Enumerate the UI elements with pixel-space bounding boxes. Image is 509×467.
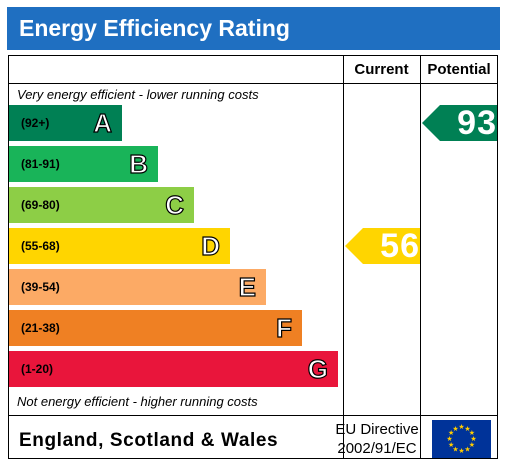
band-letter-label: B	[129, 148, 149, 179]
directive-line-1: EU Directive	[335, 421, 419, 438]
divider-potential	[420, 56, 421, 458]
divider-current	[343, 56, 344, 458]
eu-star-icon: ★	[458, 423, 464, 431]
band-letter-label: D	[201, 230, 221, 261]
band-range-label: (69-80)	[21, 198, 60, 212]
potential-rating-arrow: 93	[422, 105, 497, 141]
current-arrow-polygon	[345, 228, 420, 264]
band-letter-label: F	[276, 312, 293, 343]
title-text: Energy Efficiency Rating	[19, 15, 290, 41]
band-letter-label: E	[238, 271, 257, 302]
potential-rating-value: 93	[457, 105, 497, 141]
current-column-header: Current	[354, 61, 409, 78]
eu-star-icon: ★	[470, 435, 476, 443]
current-rating-value: 56	[380, 228, 420, 264]
band-f: (21-38) F	[9, 310, 302, 346]
band-range-label: (92+)	[21, 116, 50, 130]
band-range-label: (21-38)	[21, 321, 60, 335]
eu-star-icon: ★	[448, 429, 454, 437]
band-b: (81-91) B	[9, 146, 158, 182]
band-c: (69-80) C	[9, 187, 194, 223]
rating-chart: Current Potential Very energy efficient …	[8, 55, 498, 459]
directive-line-2: 2002/91/EC	[337, 440, 417, 457]
band-d: (55-68) D	[9, 228, 230, 264]
band-letter-label: A	[93, 107, 113, 138]
band-range-label: (39-54)	[21, 280, 60, 294]
footer-directive: EU Directive 2002/91/EC	[329, 420, 425, 458]
current-arrow-shape	[345, 228, 420, 264]
band-g: (1-20) G	[9, 351, 338, 387]
band-e: (39-54) E	[9, 269, 266, 305]
band-letter-label: G	[307, 353, 328, 384]
band-range-label: (81-91)	[21, 157, 60, 171]
eu-star-icon: ★	[469, 441, 475, 449]
band-range-label: (1-20)	[21, 362, 54, 376]
potential-arrow-polygon	[422, 105, 497, 141]
eu-star-icon: ★	[464, 446, 470, 454]
eu-star-icon: ★	[448, 441, 454, 449]
bottom-note: Not energy efficient - higher running co…	[17, 394, 258, 409]
band-range-label: (55-68)	[21, 239, 60, 253]
top-note: Very energy efficient - lower running co…	[17, 87, 259, 102]
eu-star-icon: ★	[452, 446, 458, 454]
eu-star-icon: ★	[446, 435, 452, 443]
eu-flag-icon: ★ ★★★★★★★★★★★	[432, 420, 491, 458]
footer-country: England, Scotland & Wales	[19, 430, 279, 451]
footer-rule	[9, 415, 497, 416]
potential-arrow-shape	[422, 105, 497, 141]
current-rating-arrow: 56	[345, 228, 420, 264]
band-a: (92+) A	[9, 105, 122, 141]
band-letter-label: C	[165, 189, 185, 220]
header-rule	[9, 83, 497, 84]
potential-column-header: Potential	[427, 61, 491, 78]
eu-star-icon: ★	[452, 425, 458, 433]
page-title: Energy Efficiency Rating	[7, 7, 500, 50]
eu-star-icon: ★	[458, 447, 464, 455]
eu-star-icon: ★	[464, 425, 470, 433]
eu-star-icon: ★	[469, 429, 475, 437]
